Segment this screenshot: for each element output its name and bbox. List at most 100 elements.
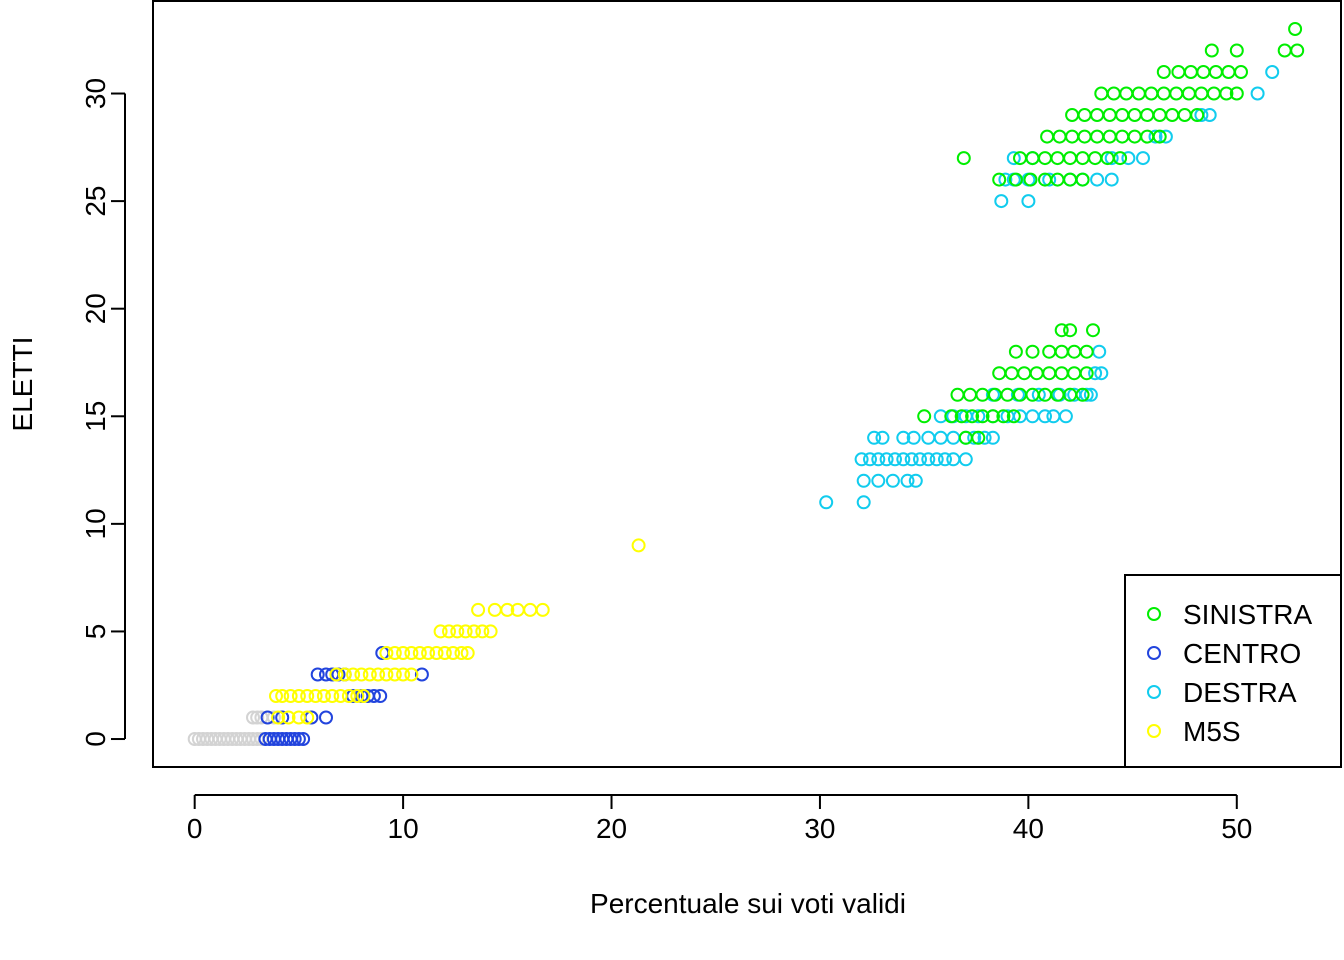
point-sinistra	[1144, 86, 1159, 101]
point-m5s	[269, 689, 283, 703]
point-sinistra	[1038, 151, 1052, 166]
point-sinistra	[1004, 366, 1019, 381]
point-m5s	[437, 646, 452, 660]
point-m5s	[475, 624, 490, 639]
point-sinistra	[917, 409, 932, 424]
point-sinistra	[975, 409, 990, 424]
point-destra	[977, 430, 992, 445]
point-centro	[373, 689, 388, 703]
point-sinistra	[1088, 151, 1103, 166]
point-destra	[994, 194, 1009, 209]
point-sinistra	[1067, 344, 1082, 359]
point-sinistra	[1050, 151, 1065, 166]
legend-marker-m5s	[1147, 724, 1161, 738]
point-destra	[1104, 172, 1119, 187]
point-destra	[1158, 129, 1173, 144]
point-destra	[900, 473, 915, 488]
point-destra	[856, 473, 871, 488]
point-m5s	[396, 646, 411, 660]
point-sinistra	[1042, 344, 1057, 359]
point-sinistra	[1204, 43, 1219, 58]
y-axis-label: ELETTI	[7, 337, 38, 432]
data-points	[187, 22, 1305, 746]
point-destra	[913, 452, 927, 467]
point-sinistra	[1196, 65, 1211, 79]
plot-frame	[152, 0, 1342, 768]
point-sinistra	[1008, 172, 1023, 187]
point-sinistra	[1086, 323, 1100, 338]
x-tick-label: 50	[1221, 813, 1252, 844]
point-m5s	[471, 602, 486, 617]
point-destra	[879, 452, 894, 467]
point-m5s	[446, 646, 461, 660]
x-axis: 0 10 20 30 40 50	[187, 794, 1252, 844]
point-sinistra	[1077, 129, 1092, 144]
point-m5s	[458, 624, 473, 639]
point-sinistra	[1288, 22, 1303, 36]
point-sinistra	[1075, 151, 1090, 166]
point-centro	[366, 689, 381, 703]
point-m5s	[433, 624, 448, 639]
point-sinistra	[1054, 366, 1069, 381]
point-sinistra	[1079, 344, 1094, 359]
point-m5s	[429, 646, 444, 660]
x-tick-label: 40	[1013, 813, 1044, 844]
point-m5s	[356, 689, 371, 703]
point-sinistra	[971, 430, 986, 445]
point-destra	[971, 409, 986, 424]
point-sinistra	[1277, 43, 1292, 58]
point-sinistra	[1040, 129, 1055, 144]
point-m5s	[379, 667, 394, 682]
point-destra	[1042, 172, 1057, 187]
point-sinistra	[1169, 86, 1184, 101]
point-destra	[1079, 387, 1094, 402]
point-m5s	[404, 667, 419, 682]
point-m5s	[396, 667, 411, 682]
point-m5s	[308, 689, 323, 703]
x-tick-label: 30	[804, 813, 835, 844]
point-sinistra	[965, 409, 980, 424]
point-sinistra	[1054, 323, 1069, 338]
point-m5s	[350, 689, 365, 703]
point-destra	[1038, 409, 1052, 424]
point-sinistra	[1075, 172, 1090, 187]
point-centro	[287, 732, 302, 746]
point-destra	[1021, 194, 1036, 209]
legend-marker-centro	[1147, 646, 1161, 660]
point-m5s	[450, 624, 465, 639]
point-sinistra	[956, 151, 971, 166]
point-destra	[875, 430, 890, 445]
point-sinistra	[1102, 108, 1117, 122]
point-m5s	[300, 689, 315, 703]
point-destra	[871, 452, 886, 467]
point-m5s	[454, 646, 469, 660]
point-sinistra	[992, 366, 1007, 381]
point-sinistra	[1029, 366, 1044, 381]
point-m5s	[467, 624, 481, 639]
point-sinistra	[1219, 86, 1234, 101]
legend: SINISTRA CENTRO DESTRA M5S	[1124, 574, 1342, 768]
point-sinistra	[1063, 323, 1078, 338]
point-destra	[1025, 409, 1040, 424]
point-destra	[938, 452, 952, 467]
point-sinistra	[1190, 108, 1205, 122]
point-sinistra	[1221, 65, 1236, 79]
y-tick-label: 0	[80, 731, 111, 747]
point-sinistra	[954, 409, 969, 424]
point-m5s	[354, 667, 369, 682]
point-sinistra	[944, 409, 959, 424]
legend-label-sinistra: SINISTRA	[1183, 599, 1312, 630]
point-destra	[958, 452, 973, 467]
point-destra	[906, 430, 921, 445]
point-destra	[967, 430, 982, 445]
point-sinistra	[1054, 344, 1069, 359]
point-sinistra	[1025, 151, 1040, 166]
point-m5s	[333, 689, 348, 703]
point-m5s	[316, 689, 331, 703]
point-m5s	[460, 646, 475, 660]
y-tick-label: 25	[80, 186, 111, 217]
point-m5s	[271, 710, 286, 725]
point-centro	[414, 667, 429, 682]
point-sinistra	[1177, 108, 1192, 122]
